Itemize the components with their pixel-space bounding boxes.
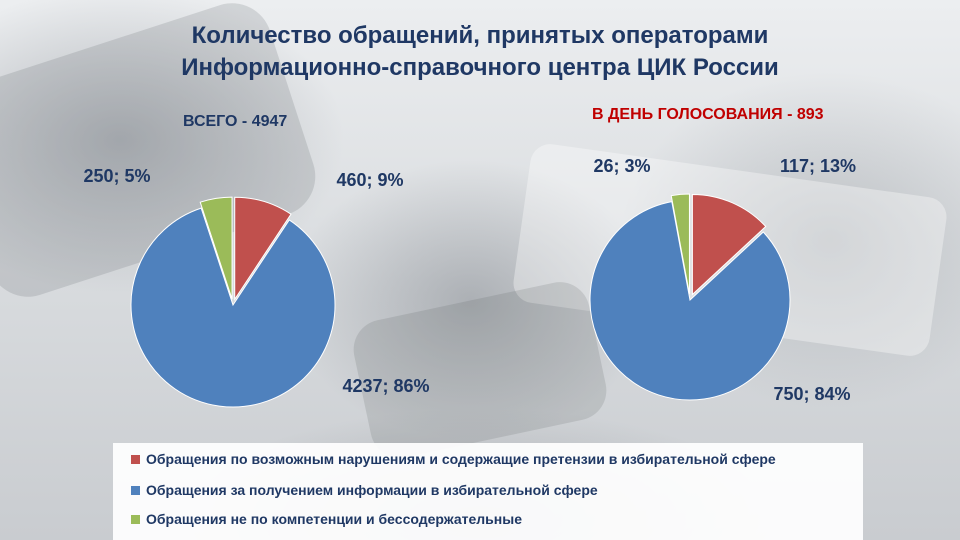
pie1-slice-violations — [234, 196, 292, 301]
pie1-slice-information — [130, 207, 336, 408]
pie2-slice-information — [589, 201, 791, 401]
legend-swatch-green — [131, 514, 140, 524]
pie1-slice-other — [199, 196, 233, 300]
pie1-data-label-information: 4237; 86% — [342, 376, 429, 396]
legend-item-other: Обращения не по компетенции и бессодержа… — [131, 509, 522, 529]
legend-label: Обращения не по компетенции и бессодержа… — [146, 511, 522, 527]
legend-label: Обращения по возможным нарушениям и соде… — [146, 451, 776, 467]
pie1-data-label-violations: 460; 9% — [336, 170, 403, 190]
chart-legend: Обращения по возможным нарушениям и соде… — [113, 443, 863, 540]
legend-item-information: Обращения за получением информации в изб… — [131, 480, 598, 500]
slide-title: Количество обращений, принятых оператора… — [0, 20, 960, 84]
pie2-data-label-violations: 117; 13% — [780, 156, 856, 176]
pie2-data-label-other: 26; 3% — [593, 156, 650, 176]
legend-swatch-red — [131, 454, 140, 464]
pie1-data-label-other: 250; 5% — [83, 166, 150, 186]
legend-label: Обращения за получением информации в изб… — [146, 482, 598, 498]
legend-swatch-blue — [131, 485, 140, 495]
title-line-2: Информационно-справочного центра ЦИК Рос… — [181, 54, 779, 81]
chart-election-day-subtitle: В ДЕНЬ ГОЛОСОВАНИЯ - 893 — [592, 106, 824, 123]
legend-item-violations: Обращения по возможным нарушениям и соде… — [131, 449, 776, 469]
title-line-1: Количество обращений, принятых оператора… — [191, 22, 769, 49]
pie2-slice-violations — [691, 194, 767, 296]
pie2-data-label-information: 750; 84% — [773, 384, 850, 404]
pie2-slice-other — [670, 193, 690, 295]
chart-total-subtitle: ВСЕГО - 4947 — [183, 113, 288, 130]
